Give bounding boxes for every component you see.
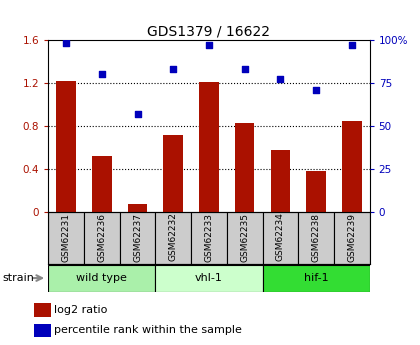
Bar (128, 204, 147, 212)
Bar (34, 324, 50, 337)
Bar (262, 265, 370, 292)
Text: log2 ratio: log2 ratio (54, 305, 108, 315)
Point (98, 71, 105, 77)
Bar (298, 212, 334, 264)
Bar (155, 265, 262, 292)
Bar (48, 212, 84, 264)
Bar (306, 171, 326, 212)
Text: GSM62238: GSM62238 (312, 213, 320, 262)
Bar (48, 265, 155, 292)
Point (170, 66, 177, 72)
Text: GSM62239: GSM62239 (347, 213, 356, 262)
Bar (227, 212, 262, 264)
Text: GSM62237: GSM62237 (133, 213, 142, 262)
Text: GSM62231: GSM62231 (62, 213, 71, 262)
Bar (199, 82, 219, 212)
Text: wild type: wild type (76, 273, 127, 283)
Text: GSM62235: GSM62235 (240, 213, 249, 262)
Text: strain: strain (2, 273, 34, 283)
Bar (334, 212, 370, 264)
Bar (163, 135, 183, 212)
Point (349, 42, 355, 48)
Bar (34, 304, 50, 317)
Bar (92, 156, 112, 212)
Bar (235, 123, 255, 212)
Bar (56, 81, 76, 212)
Bar (342, 120, 362, 212)
Bar (262, 212, 298, 264)
Text: GSM62232: GSM62232 (169, 213, 178, 262)
Bar (191, 212, 227, 264)
Point (134, 111, 141, 117)
Point (277, 77, 284, 82)
Bar (270, 150, 290, 212)
Text: GSM62233: GSM62233 (205, 213, 213, 262)
Text: vhl-1: vhl-1 (195, 273, 223, 283)
Bar (120, 212, 155, 264)
Text: percentile rank within the sample: percentile rank within the sample (54, 325, 242, 335)
Point (63, 40, 70, 46)
Text: hif-1: hif-1 (304, 273, 328, 283)
Point (241, 66, 248, 72)
Title: GDS1379 / 16622: GDS1379 / 16622 (147, 24, 270, 39)
Point (206, 42, 212, 48)
Point (312, 87, 319, 92)
Bar (84, 212, 120, 264)
Text: GSM62236: GSM62236 (97, 213, 106, 262)
Text: GSM62234: GSM62234 (276, 213, 285, 262)
Bar (155, 212, 191, 264)
